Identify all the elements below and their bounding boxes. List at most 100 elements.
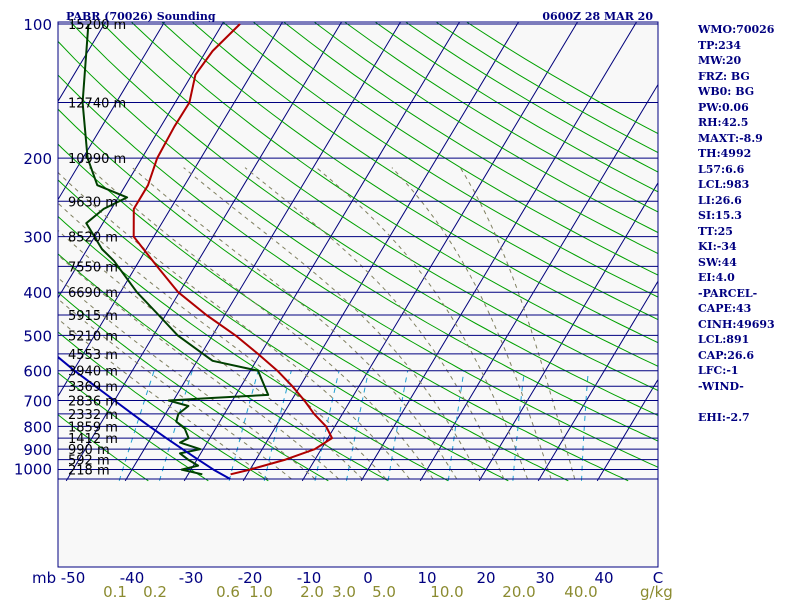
pressure-label: 600 — [23, 363, 52, 381]
height-label: 3940 m — [68, 365, 118, 380]
pressure-label: 100 — [23, 16, 52, 34]
index-line: TT:25 — [698, 224, 733, 238]
height-label: 15200 m — [68, 18, 126, 33]
isotherm-line — [58, 22, 225, 299]
mixing-ratio-tick-label: 0.2 — [143, 583, 167, 600]
index-line: L57:6.6 — [698, 162, 745, 176]
dry-adiabat-line — [283, 22, 658, 255]
pressure-unit-label: mb — [32, 569, 56, 587]
pressure-label: 700 — [23, 393, 52, 411]
isotherm-line — [58, 22, 166, 201]
index-line: LI:26.6 — [698, 193, 742, 207]
dry-adiabat-line — [130, 22, 658, 367]
temperature-tick-label: -10 — [297, 569, 322, 587]
isotherm-line — [360, 22, 638, 482]
mixing-ratio-line — [447, 370, 465, 481]
mixing-ratio-line — [314, 370, 340, 481]
isotherm-line — [242, 22, 520, 482]
dry-adiabat-line — [100, 22, 658, 392]
index-line: CAPE:43 — [698, 302, 752, 315]
temperature-profile — [132, 23, 333, 476]
mixing-ratio-tick-label: 0.6 — [216, 583, 240, 600]
pressure-label: 400 — [23, 284, 52, 302]
temperature-tick-label: 30 — [535, 569, 554, 587]
index-line: WMO:70026 — [698, 23, 775, 36]
mixing-ratio-line — [346, 370, 370, 481]
temperature-tick-label: -20 — [238, 569, 263, 587]
pressure-label: 200 — [23, 150, 52, 168]
index-line: PW:0.06 — [698, 100, 749, 114]
index-line: MAXT:-8.9 — [698, 131, 763, 145]
index-line: EHI:-2.7 — [698, 410, 750, 424]
isotherm-line — [58, 22, 107, 103]
height-label: 1859 m — [68, 420, 118, 435]
pressure-label: 900 — [23, 441, 52, 459]
index-line: SW:44 — [698, 255, 737, 269]
index-line: TP:234 — [698, 38, 742, 52]
height-label: 12740 m — [68, 96, 126, 111]
dry-adiabat-line — [161, 22, 658, 344]
mixing-ratio-line — [159, 370, 193, 481]
mixing-ratio-line — [387, 370, 409, 481]
plot-frame — [57, 21, 659, 568]
mixing-ratio-tick-label: 40.0 — [564, 583, 597, 600]
index-line: LCL:983 — [698, 178, 750, 191]
height-label: 7550 m — [68, 260, 118, 275]
height-label: 218 m — [68, 464, 110, 479]
pressure-label: 800 — [23, 418, 52, 436]
height-label: 5210 m — [68, 329, 118, 344]
dry-adiabat-line — [58, 40, 658, 442]
dry-adiabat-line — [252, 22, 658, 276]
isotherm-line — [58, 22, 284, 398]
temperature-tick-label: -50 — [61, 569, 86, 587]
sounding-time: 0600Z 28 MAR 20 — [542, 10, 653, 23]
index-line: CAP:26.6 — [698, 348, 755, 362]
height-label: 5915 m — [68, 309, 118, 324]
isotherm-line — [478, 181, 658, 482]
sounding-profiles — [58, 23, 333, 480]
indices-panel: WMO:70026 TP:234 MW:20 FRZ: BG WB0: BG PW:0.0… — [698, 22, 798, 425]
index-line: MW:20 — [698, 54, 742, 67]
height-label: 2836 m — [68, 395, 118, 410]
isotherm-line — [537, 280, 658, 482]
dry-adiabat-line — [313, 22, 658, 234]
height-label: 8520 m — [68, 231, 118, 246]
dry-adiabat-line — [191, 22, 658, 321]
height-label: 990 m — [68, 443, 110, 458]
mixing-ratio-line — [512, 370, 525, 481]
temperature-tick-label: 0 — [363, 569, 373, 587]
index-line: LFC:-1 — [698, 364, 739, 377]
temperature-tick-label: -30 — [179, 569, 204, 587]
isotherm-line — [596, 378, 658, 482]
height-label: 1412 m — [68, 432, 118, 447]
index-line: -WIND- — [698, 379, 744, 393]
mixing-ratio-tick-label: 1.0 — [249, 583, 273, 600]
temperature-tick-label: 10 — [417, 569, 436, 587]
parcel-profile — [58, 355, 231, 480]
mixing-ratio-line — [228, 370, 259, 481]
height-label: 3369 m — [68, 380, 118, 395]
index-line: LCL:891 — [698, 333, 750, 346]
height-label: 9630 m — [68, 195, 118, 210]
index-line: SI:15.3 — [698, 209, 742, 222]
isotherm-line — [301, 22, 579, 482]
mixing-ratio-tick-label: 3.0 — [332, 583, 356, 600]
temperature-tick-label: -40 — [120, 569, 145, 587]
height-label: 10990 m — [68, 152, 126, 167]
index-line: EI:4.0 — [698, 271, 735, 284]
mixing-ratio-tick-label: 10.0 — [430, 583, 463, 600]
height-label: 592 m — [68, 454, 110, 469]
mixing-ratio-line — [581, 370, 589, 481]
dry-adiabat-line — [222, 22, 658, 298]
height-label: 2332 m — [68, 408, 118, 423]
moist-adiabat-line — [58, 202, 387, 480]
mixing-ratio-tick-label: 5.0 — [372, 583, 396, 600]
temperature-tick-label: 20 — [476, 569, 495, 587]
mixing-ratio-tick-label: 0.1 — [103, 583, 127, 600]
height-label: 6690 m — [68, 286, 118, 301]
index-line: FRZ: BG — [698, 69, 750, 83]
mixing-ratio-line — [118, 370, 155, 481]
index-line: TH:4992 — [698, 147, 752, 160]
